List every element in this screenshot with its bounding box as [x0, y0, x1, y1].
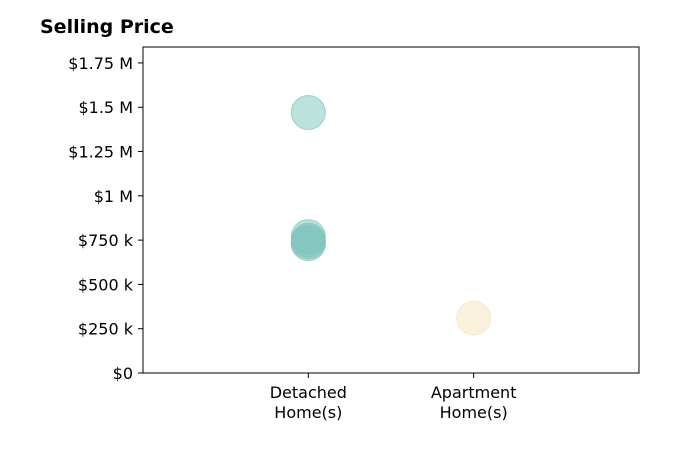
y-tick-label: $1.25 M: [68, 143, 133, 162]
chart-title: Selling Price: [40, 16, 174, 38]
y-tick-label: $250 k: [78, 320, 134, 339]
y-tick-label: $0: [113, 364, 133, 383]
x-tick-label: Home(s): [274, 403, 342, 422]
y-tick-label: $1 M: [94, 187, 133, 206]
y-axis: $0 $250 k $500 k $750 k $1 M $1.25 M $1.5 M $1.…: [68, 54, 143, 383]
data-point: [290, 226, 326, 262]
points-layer: [290, 95, 492, 336]
plot-frame: [142, 46, 640, 374]
data-point: [456, 300, 492, 336]
x-tick-label: Apartment: [431, 383, 517, 402]
data-point: [290, 95, 326, 131]
x-tick-label: Detached: [270, 383, 347, 402]
y-tick-label: $1.5 M: [78, 98, 133, 117]
y-tick-label: $500 k: [78, 275, 134, 294]
y-tick-label: $1.75 M: [68, 54, 133, 73]
y-tick-label: $750 k: [78, 231, 134, 250]
x-tick-label: Home(s): [440, 403, 508, 422]
